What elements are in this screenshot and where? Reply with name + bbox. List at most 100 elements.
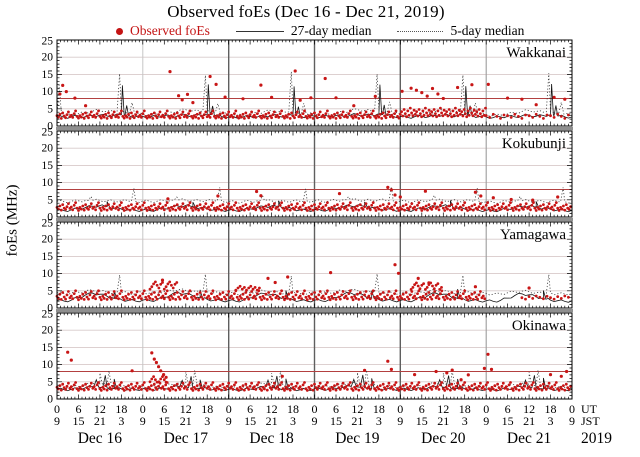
jst-tick-label: 15 [502, 414, 514, 428]
ut-tick-label: 12 [94, 402, 106, 416]
jst-tick-label: 9 [483, 414, 489, 428]
y-tick-label: 10 [42, 177, 54, 189]
panel-kokubunji: 0 5 10 15 20 25 Kokubunji [42, 127, 573, 224]
jst-tick-label: 15 [244, 414, 256, 428]
panel-border [56, 39, 573, 127]
legend-median5-label: 5-day median [450, 23, 525, 38]
jst-tick-label: 21 [437, 414, 449, 428]
panel-border [56, 130, 573, 218]
y-tick-label: 20 [42, 234, 54, 246]
ut-tick-label: 18 [373, 402, 385, 416]
y-tick-label: 20 [42, 52, 54, 64]
panel-border [56, 312, 573, 400]
jst-tick-label: 9 [54, 414, 60, 428]
observed-dots [55, 185, 572, 212]
y-tick-label: 5 [47, 376, 53, 388]
jst-tick-label: 9 [312, 414, 318, 428]
jst-tick-label: 15 [330, 414, 342, 428]
chart-title: Observed foEs (Dec 16 - Dec 21, 2019) [167, 2, 445, 21]
y-tick-label: 25 [42, 36, 54, 48]
y-tick-label: 15 [42, 160, 54, 172]
legend-median27-label: 27-day median [290, 23, 372, 38]
ut-tick-label: 18 [115, 402, 127, 416]
panel-okinawa: 0 5 10 15 20 25 Okinawa [42, 309, 573, 406]
station-label-wakkanai: Wakkanai [506, 45, 566, 61]
jst-tick-label: 21 [180, 414, 192, 428]
day-label: Dec 16 [78, 430, 123, 447]
median5-line [56, 370, 573, 390]
observed-dots [55, 263, 570, 302]
panel-separator [56, 309, 573, 313]
day-label: Dec 17 [164, 430, 209, 447]
jst-tick-label: 3 [118, 414, 124, 428]
jst-tick-label: 15 [158, 414, 170, 428]
jst-tick-label: 21 [351, 414, 363, 428]
ut-tick-label: 0 [312, 402, 318, 416]
jst-tick-label: 9 [226, 414, 232, 428]
ut-tick-label: 6 [247, 402, 253, 416]
solid-line-icon [235, 30, 284, 32]
panel-border [56, 221, 573, 309]
median27-line [56, 374, 573, 392]
jst-tick-label: 3 [376, 414, 382, 428]
y-tick-label: 25 [42, 127, 54, 139]
jst-tick-label: 3 [462, 414, 468, 428]
y-tick-label: 0 [47, 212, 53, 224]
day-label: Dec 20 [421, 430, 466, 447]
jst-tick-label: 9 [397, 414, 403, 428]
day-label: Dec 21 [507, 430, 551, 447]
y-tick-label: 15 [42, 251, 54, 263]
ut-tick-label: 6 [505, 402, 511, 416]
ut-tick-label: 0 [569, 402, 575, 416]
y-tick-label: 25 [42, 218, 54, 230]
ut-tick-label: 12 [351, 402, 363, 416]
ut-tick-label: 6 [419, 402, 425, 416]
station-label-okinawa: Okinawa [512, 318, 566, 334]
observed-dot-icon [116, 27, 123, 35]
jst-tick-label: 21 [523, 414, 535, 428]
legend-observed-label: Observed foEs [130, 23, 210, 38]
ut-tick-label: 0 [54, 402, 60, 416]
y-tick-label: 5 [47, 285, 53, 297]
y-tick-label: 10 [42, 359, 54, 371]
ut-suffix-label: UT [581, 402, 598, 416]
jst-tick-label: 15 [73, 414, 85, 428]
panel-separator [56, 218, 573, 222]
chart-legend: Observed foEs 27-day median 5-day median [116, 23, 524, 39]
y-tick-label: 5 [47, 103, 53, 115]
station-label-kokubunji: Kokubunji [502, 136, 566, 152]
y-tick-label: 10 [42, 86, 54, 98]
ut-tick-label: 18 [545, 402, 557, 416]
ut-tick-label: 6 [76, 402, 82, 416]
ut-tick-label: 18 [201, 402, 213, 416]
ut-tick-label: 12 [437, 402, 449, 416]
ut-tick-label: 6 [333, 402, 339, 416]
jst-tick-label: 21 [94, 414, 106, 428]
jst-tick-label: 3 [290, 414, 296, 428]
day-label: Dec 19 [335, 430, 380, 447]
y-tick-label: 15 [42, 69, 54, 81]
y-tick-label: 0 [47, 303, 53, 315]
jst-tick-label: 15 [416, 414, 428, 428]
ut-tick-label: 12 [266, 402, 278, 416]
jst-tick-label: 9 [569, 414, 575, 428]
jst-suffix-label: JST [581, 414, 600, 428]
jst-tick-label: 9 [140, 414, 146, 428]
y-tick-label: 25 [42, 309, 54, 321]
jst-tick-label: 21 [266, 414, 278, 428]
panel-yamagawa: 0 5 10 15 20 25 Yamagawa [42, 218, 573, 315]
dotted-line-icon [397, 30, 444, 32]
year-label: 2019 [581, 430, 612, 447]
y-tick-label: 10 [42, 268, 54, 280]
ut-tick-label: 0 [483, 402, 489, 416]
median5-line [56, 71, 573, 117]
station-label-yamagawa: Yamagawa [500, 227, 566, 243]
ut-tick-label: 0 [397, 402, 403, 416]
observed-dots [55, 69, 570, 120]
ut-tick-label: 18 [287, 402, 299, 416]
ut-tick-label: 12 [523, 402, 535, 416]
y-tick-label: 20 [42, 143, 54, 155]
y-tick-label: 15 [42, 342, 54, 354]
